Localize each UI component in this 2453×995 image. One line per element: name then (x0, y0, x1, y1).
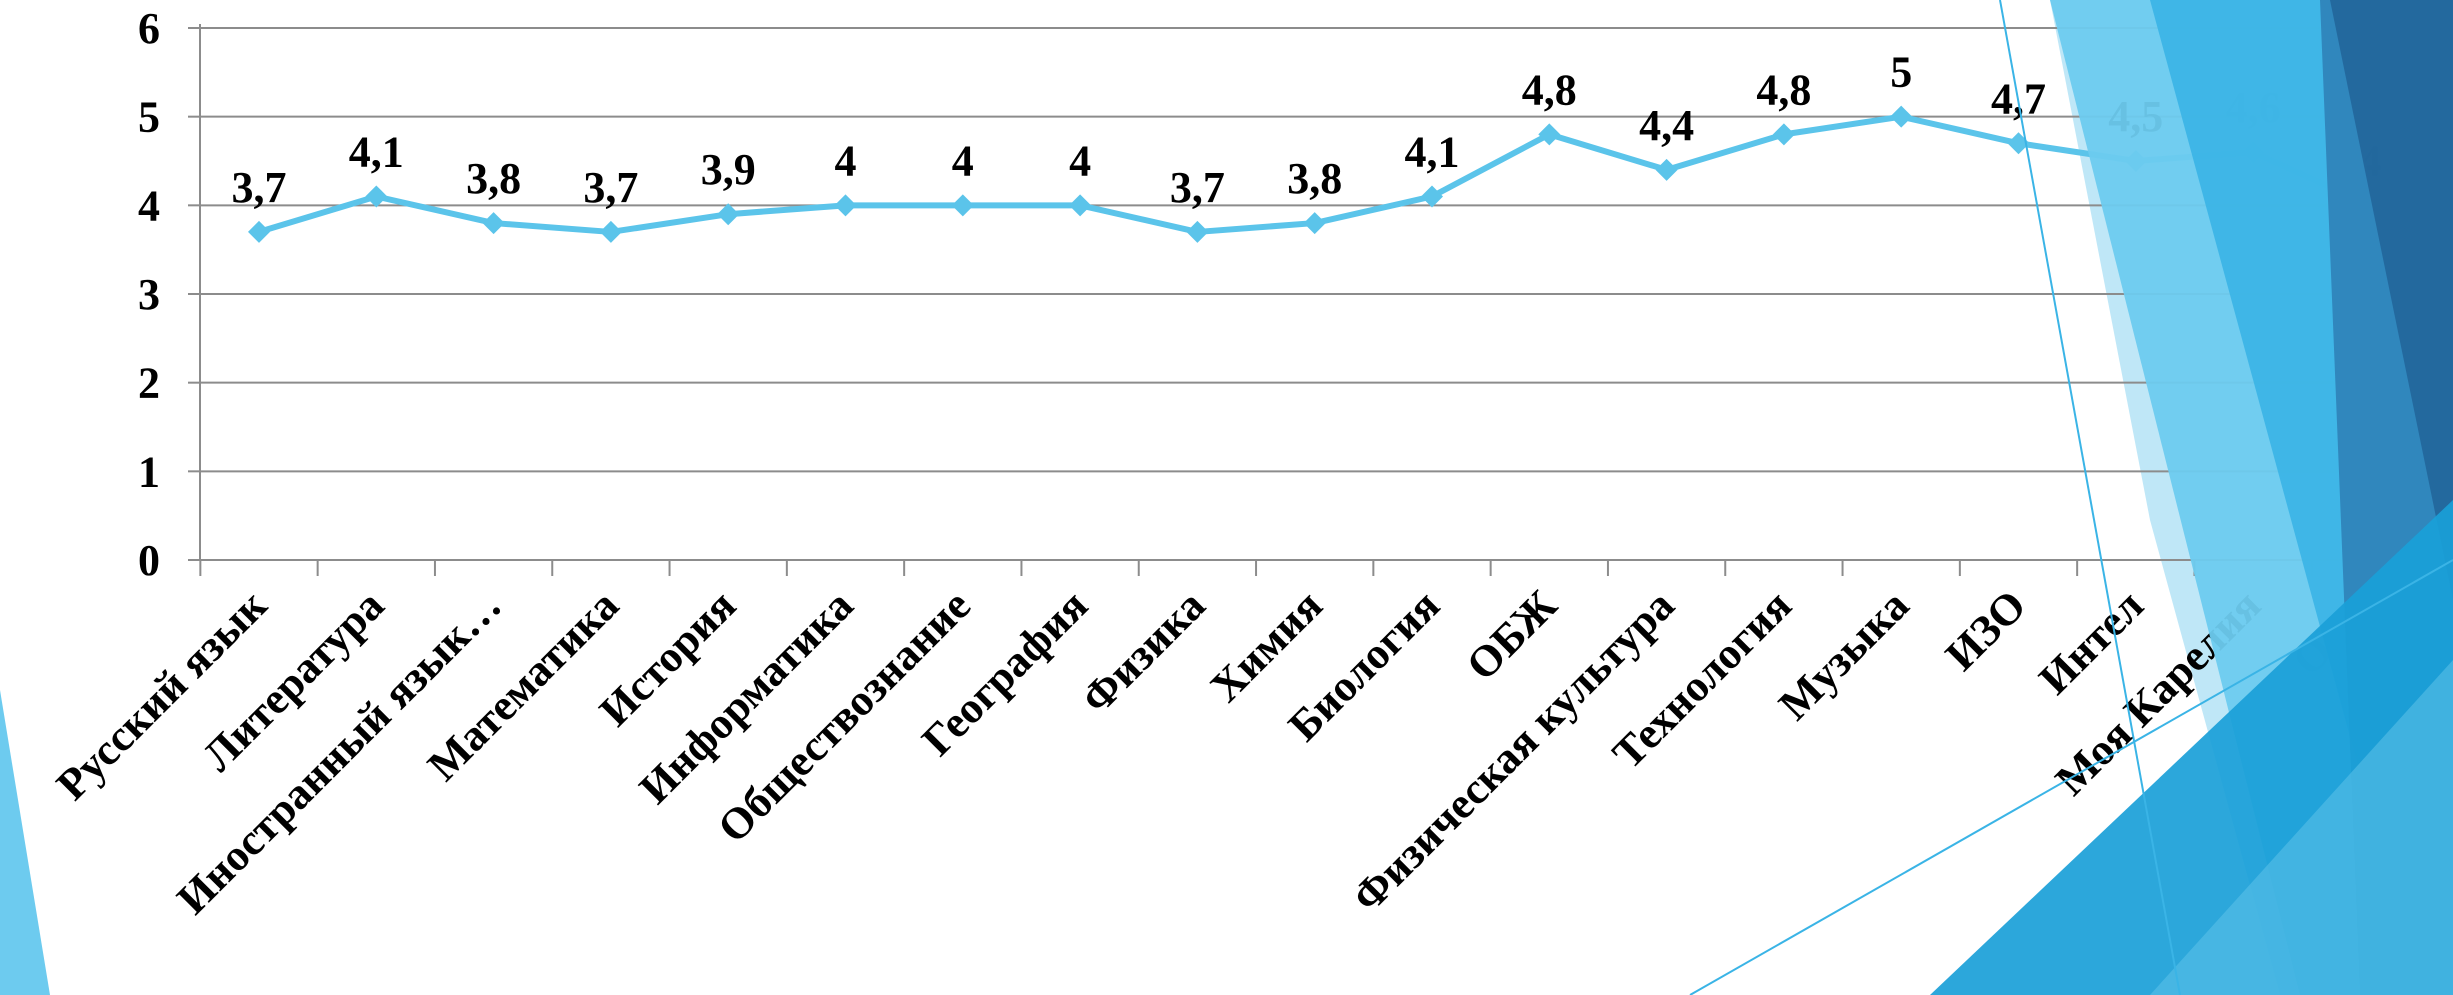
data-point (1303, 212, 1326, 235)
data-point (1890, 105, 1913, 128)
data-label: 3,8 (1287, 154, 1342, 203)
data-point (717, 203, 740, 226)
data-labels: 3,74,13,83,73,94443,73,84,14,84,44,854,7… (232, 48, 2382, 212)
decorative-foreground-shapes (1689, 0, 2453, 995)
data-point (365, 185, 388, 208)
data-point (1421, 185, 1443, 208)
x-tick-label: ОБЖ (1457, 580, 1567, 690)
y-axis-ticks: 0 1 2 3 4 5 6 (138, 4, 160, 585)
data-label: 5 (1890, 48, 1912, 97)
data-label: 3,7 (583, 163, 638, 212)
data-point (1772, 123, 1795, 146)
data-label: 3,7 (1170, 163, 1225, 212)
data-label: 3,9 (701, 145, 756, 194)
decor-darkest-corner (2330, 0, 2453, 600)
data-label: 4,8 (1756, 65, 1811, 114)
data-point (1655, 158, 1678, 181)
data-label: 4,1 (1405, 127, 1460, 176)
data-label: 4,8 (1522, 65, 1577, 114)
data-label: 3,8 (466, 154, 521, 203)
y-tick-label: 5 (138, 93, 160, 142)
y-tick-label: 4 (138, 181, 160, 230)
data-label: 4,4 (1639, 101, 1694, 150)
data-point (599, 220, 622, 243)
decor-thin-line (1999, 0, 2181, 995)
data-point (248, 220, 270, 243)
y-tick-label: 0 (138, 536, 160, 585)
y-tick-label: 6 (138, 4, 160, 53)
data-point (482, 212, 505, 235)
x-tick-label: ИЗО (1936, 580, 2035, 679)
decor-bottom-overlay (2150, 660, 2453, 995)
x-tick-label: Русский язык (47, 580, 276, 809)
data-label: 4 (1069, 136, 1091, 185)
decor-left-sliver (0, 690, 50, 995)
data-label: 4,1 (349, 127, 404, 176)
data-label: 3,7 (232, 163, 287, 212)
data-point (834, 194, 857, 217)
y-tick-label: 3 (138, 270, 160, 319)
y-tick-label: 2 (138, 359, 160, 408)
data-point (1069, 194, 1092, 217)
x-tick-label: Физика (1072, 580, 1215, 723)
data-label: 4 (952, 136, 974, 185)
data-point (951, 194, 974, 217)
data-point (1538, 123, 1561, 146)
decor-thin-line (1689, 559, 2453, 995)
data-label: 4 (835, 136, 857, 185)
x-tick-label: Музыка (1769, 580, 1918, 729)
data-point (1186, 220, 1209, 243)
y-tick-label: 1 (138, 447, 160, 496)
